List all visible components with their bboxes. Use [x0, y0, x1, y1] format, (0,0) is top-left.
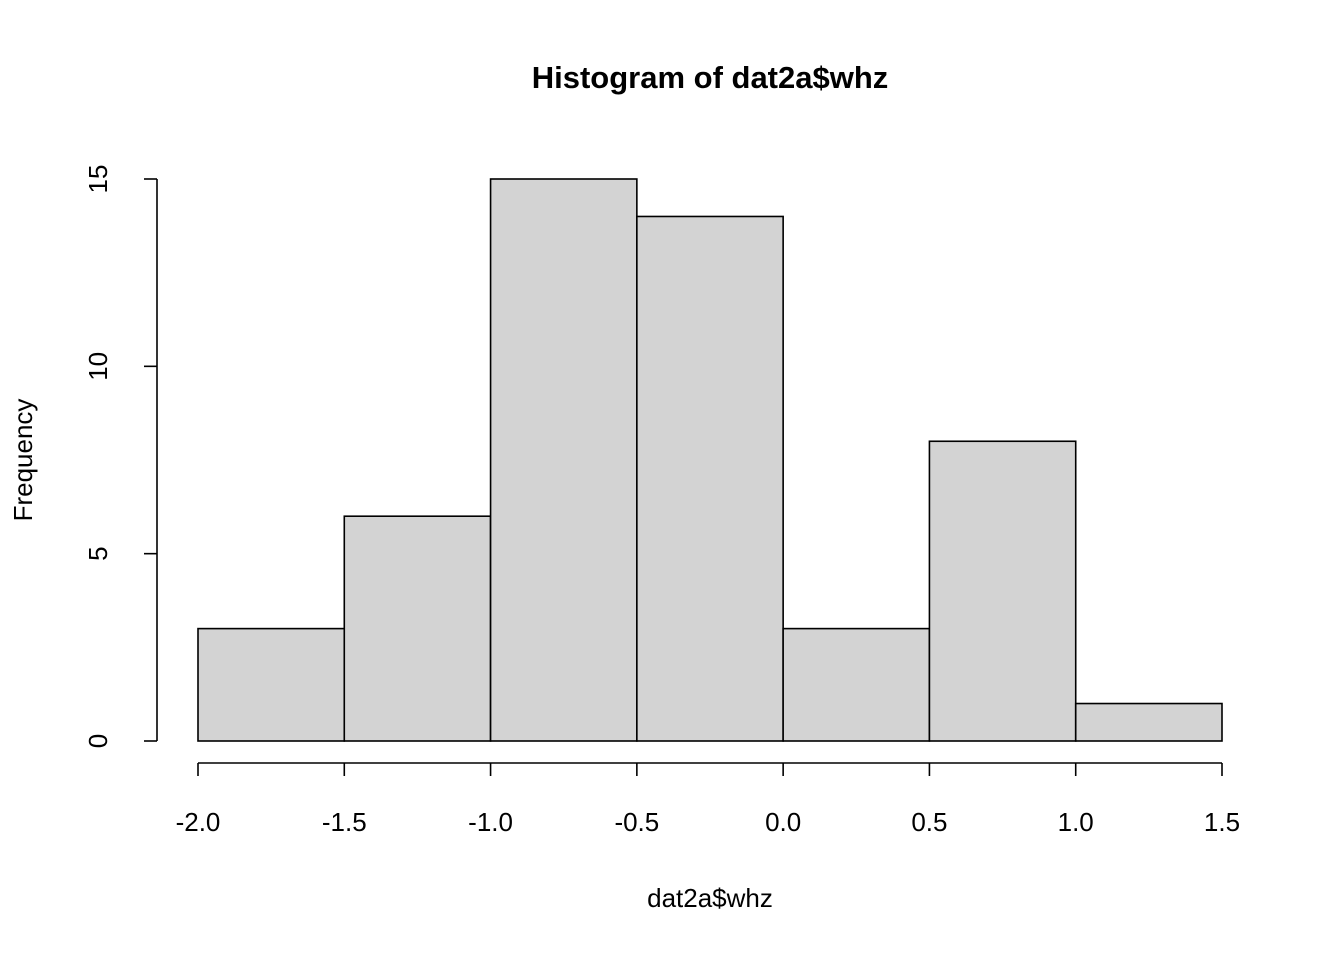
x-tick-label: -1.0 [468, 807, 513, 837]
x-tick-label: 0.5 [911, 807, 947, 837]
bar [636, 215, 784, 742]
bar [1074, 702, 1223, 742]
bar [489, 178, 638, 742]
x-tick-label: 1.0 [1058, 807, 1094, 837]
x-axis-title: dat2a$whz [647, 883, 773, 913]
y-tick-label: 5 [83, 546, 113, 560]
y-tick-label: 15 [83, 165, 113, 194]
bar [343, 515, 492, 742]
bar [928, 440, 1077, 742]
bar [197, 627, 346, 742]
y-axis-title: Frequency [8, 399, 38, 522]
y-tick-label: 0 [83, 734, 113, 748]
x-tick-label: -1.5 [322, 807, 367, 837]
x-tick-label: 0.0 [765, 807, 801, 837]
chart-title: Histogram of dat2a$whz [532, 60, 889, 95]
x-tick-label: -0.5 [614, 807, 659, 837]
x-tick-label: 1.5 [1204, 807, 1240, 837]
y-tick-label: 10 [83, 352, 113, 381]
bar [782, 627, 931, 742]
x-tick-label: -2.0 [176, 807, 221, 837]
